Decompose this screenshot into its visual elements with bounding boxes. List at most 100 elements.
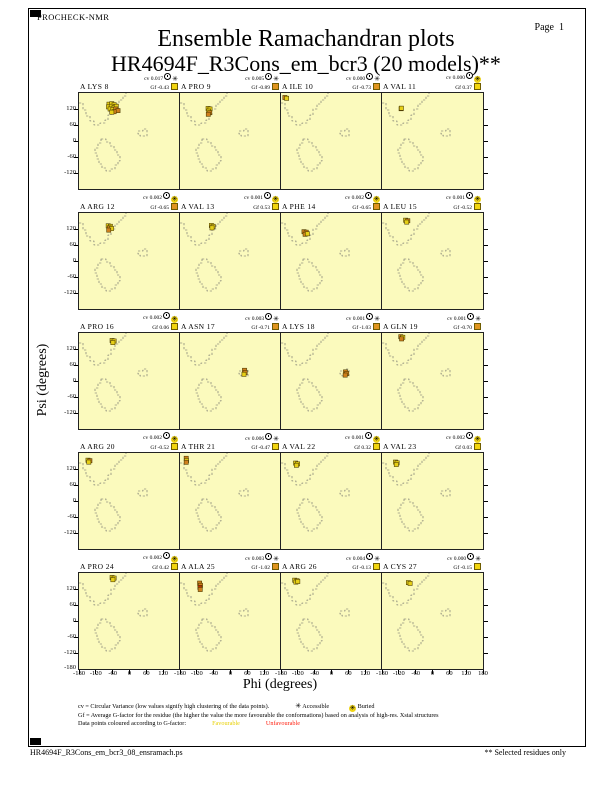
x-tick-mark <box>381 670 383 674</box>
cv-value: cv 0.001 ✳ <box>244 192 279 203</box>
allowed-region-outline <box>397 258 424 292</box>
gf-square-icon <box>171 443 178 450</box>
allowed-region-outline <box>238 128 249 137</box>
residue-label: A PRO 24 <box>80 562 115 571</box>
buried-icon: ✳ <box>474 75 481 83</box>
y-tick-mark <box>74 140 78 142</box>
y-tick-mark-right <box>484 276 488 278</box>
y-tick-mark-right <box>484 396 488 398</box>
cv-value: cv 0.002 ✳ <box>345 192 380 203</box>
subplot-stats: cv 0.001 ✳ Gf -0.70 <box>447 313 481 332</box>
residue-label: A THR 21 <box>181 442 216 451</box>
accessible-icon: ✳ <box>273 435 279 443</box>
x-tick-mark <box>314 670 316 674</box>
x-tick-mark <box>78 670 80 674</box>
subplot-a-arg-26: A ARG 26 cv 0.004 ✳ Gf -0.13 -180 -120 -60 0 60 1… <box>275 550 383 677</box>
y-tick-label: 60 <box>69 241 77 248</box>
subplot-header: A ARG 20 cv 0.002 ✳ Gf -0.52 <box>78 430 179 452</box>
ramachandran-plot <box>381 212 488 310</box>
subplot-header: A ARG 12 cv 0.002 ✳ Gf -0.65 <box>78 190 179 212</box>
subplot-stats: cv 0.002 ✳ Gf 0.03 <box>446 432 481 452</box>
x-tick-label: -180 <box>275 670 287 677</box>
y-tick-mark-right <box>484 244 488 246</box>
subplot-a-lys-18: A LYS 18 cv 0.001 ✳ Gf -1.03 <box>280 310 383 430</box>
allowed-region-outline <box>94 138 121 172</box>
residue-label: A ARG 20 <box>80 442 115 451</box>
allowed-region-outline <box>79 453 127 486</box>
residue-label: A PRO 9 <box>181 82 211 91</box>
y-tick-label: -60 <box>67 153 76 160</box>
x-tick-label: -60 <box>108 670 117 677</box>
y-tick-mark-right <box>484 468 488 470</box>
y-tick-label: -120 <box>64 289 76 296</box>
y-tick-mark <box>74 532 78 534</box>
allowed-region-outline <box>180 453 228 486</box>
dial-icon <box>365 192 372 199</box>
allowed-region-outline <box>94 258 121 292</box>
allowed-region-outline <box>79 213 127 246</box>
subplot-header: A VAL 13 cv 0.001 ✳ Gf 0.53 <box>179 190 280 212</box>
y-tick-mark-right <box>484 172 488 174</box>
gf-square-icon <box>171 323 178 330</box>
y-tick-label: 60 <box>69 361 77 368</box>
x-tick-label: 60 <box>446 670 453 677</box>
x-tick-mark <box>162 670 164 674</box>
buried-icon: ✳ <box>474 435 481 443</box>
subplot-a-ala-25: A ALA 25 cv 0.003 ✳ Gf -1.02 -180 -120 -60 0 60 1… <box>174 550 282 677</box>
x-tick-label: -60 <box>209 670 218 677</box>
allowed-region-outline <box>440 248 451 257</box>
ramachandran-plot <box>280 92 383 190</box>
data-point <box>404 219 410 225</box>
allowed-region-outline <box>339 248 350 257</box>
x-tick-mark <box>347 670 349 674</box>
subplot-stats: cv 0.001 ✳ Gf 0.32 <box>345 432 380 452</box>
subplot-stats: cv 0.004 ✳ Gf -0.13 <box>346 553 380 572</box>
residue-label: A PHE 14 <box>282 202 316 211</box>
data-point <box>197 587 203 592</box>
data-point <box>284 95 289 101</box>
x-tick-mark <box>196 670 198 674</box>
allowed-region-outline <box>137 128 148 137</box>
y-tick-label: 120 <box>66 585 76 592</box>
y-tick-mark-right <box>484 292 488 294</box>
allowed-region-outline <box>195 258 222 292</box>
dial-icon <box>163 192 170 199</box>
y-tick-mark <box>74 108 78 110</box>
data-point <box>110 340 116 345</box>
x-tick-label: 60 <box>345 670 352 677</box>
residue-label: A ILE 10 <box>282 82 314 91</box>
residue-label: A CYS 27 <box>383 562 418 571</box>
cv-value: cv 0.000 ✳ <box>446 72 481 83</box>
allowed-region-outline <box>382 213 430 246</box>
allowed-region-outline <box>281 573 329 606</box>
dial-icon <box>467 553 475 560</box>
residue-label: A LYS 18 <box>282 322 315 331</box>
subplot-stats: cv 0.002 ✳ Gf -0.65 <box>345 192 380 212</box>
data-point <box>109 109 115 115</box>
ramachandran-plot <box>179 92 282 190</box>
buried-icon: ✳ <box>373 195 380 203</box>
dial-icon <box>265 553 273 560</box>
ramachandran-plot <box>381 332 488 430</box>
y-tick-mark <box>74 652 78 654</box>
ramachandran-plot: -180 -120 -60 0 60 120 <box>275 572 383 677</box>
subplot-header: A PRO 16 cv 0.002 ✳ Gf 0.06 <box>78 310 179 332</box>
favourable-label: Favourable <box>212 719 240 727</box>
y-tick-label: 120 <box>66 225 76 232</box>
dial-icon <box>466 192 473 199</box>
y-tick-mark-right <box>484 380 488 382</box>
y-tick-mark <box>74 500 78 502</box>
data-point <box>295 579 301 584</box>
residue-label: A VAL 11 <box>383 82 417 91</box>
allowed-region-outline <box>195 498 222 532</box>
y-tick-label: 120 <box>66 345 76 352</box>
allowed-region-outline <box>94 498 121 532</box>
cv-value: cv 0.001 ✳ <box>345 432 380 443</box>
allowed-region-outline <box>94 618 121 652</box>
y-tick-mark <box>74 620 78 622</box>
subplot-header: A ALA 25 cv 0.003 ✳ Gf -1.02 <box>179 550 280 572</box>
dial-icon <box>265 313 273 320</box>
dial-icon <box>163 312 170 319</box>
subplot-stats: cv 0.001 ✳ Gf -0.52 <box>446 192 481 212</box>
y-tick-mark <box>74 364 78 366</box>
